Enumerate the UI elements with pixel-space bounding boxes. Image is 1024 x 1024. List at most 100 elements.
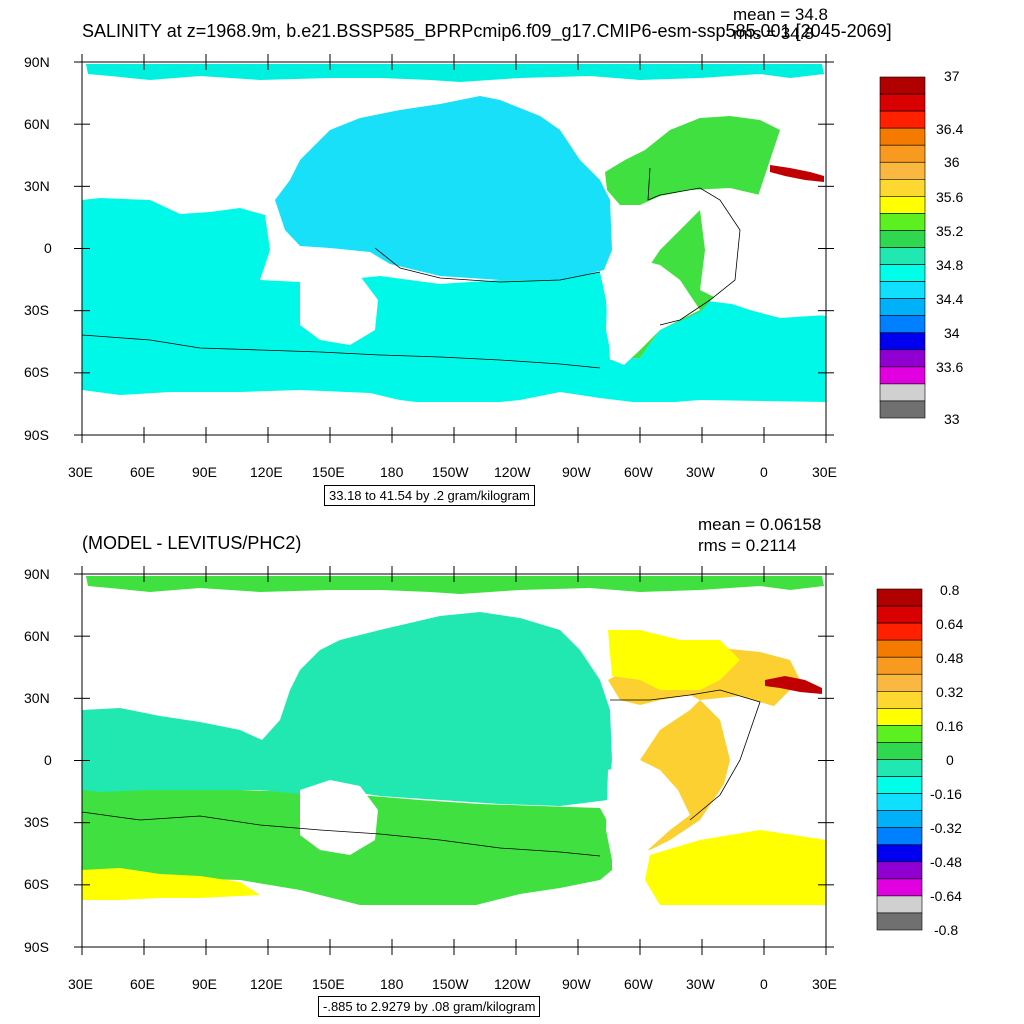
colorbar-swatch [879, 366, 926, 385]
bottom-colorbar-label: 0.32 [936, 684, 964, 700]
colorbar-swatch [879, 264, 926, 282]
top-australia [300, 270, 378, 345]
colorbar-swatch [879, 179, 926, 197]
colorbar-swatch [879, 383, 926, 402]
colorbar-swatch [879, 298, 926, 316]
colorbar-swatch [876, 912, 923, 931]
top-title: SALINITY at z=1968.9m, b.e21.BSSP585_BPR… [82, 21, 892, 41]
top-lon-label: 30W [686, 464, 715, 480]
top-antarctica [82, 402, 826, 435]
top-lon-label: 120W [494, 464, 531, 480]
bottom-colorbar-label: -0.64 [930, 888, 962, 904]
colorbar-swatch [876, 656, 923, 675]
bottom-lat-label: 60N [24, 628, 50, 644]
bottom-colorbar-label: 0.8 [940, 582, 960, 598]
bottom-lon-label: 30W [686, 976, 715, 992]
bottom-indo-pacific [82, 612, 612, 806]
bottom-lat-label: 60S [24, 876, 49, 892]
bottom-med-high [765, 676, 822, 694]
top-rms: rms = 34.8 [733, 24, 814, 43]
bottom-rms: rms = 0.2114 [698, 536, 797, 555]
colorbar-swatch [879, 161, 926, 180]
top-southern-ocean [82, 198, 826, 405]
colorbar-swatch [876, 622, 923, 641]
top-colorbar-label: 34.4 [936, 291, 964, 307]
top-lon-label: 120E [250, 464, 283, 480]
colorbar-swatch [876, 776, 923, 794]
colorbar-swatch [879, 76, 926, 95]
top-lat-label: 0 [44, 240, 52, 256]
top-contour-line [81, 334, 601, 369]
bottom-colorbar-label: 0 [946, 752, 954, 768]
bottom-colorbar-label: -0.8 [934, 922, 959, 938]
colorbar-swatch [879, 281, 926, 299]
bottom-ticks [74, 566, 834, 955]
bottom-title: (MODEL - LEVITUS/PHC2) [82, 533, 302, 553]
bottom-map [81, 573, 827, 948]
bottom-lon-label: 30E [812, 976, 837, 992]
top-med-high [770, 165, 824, 182]
top-lat-label: 30N [24, 178, 50, 194]
colorbar-swatch [876, 742, 923, 760]
bottom-antarctica [82, 905, 826, 947]
bottom-lon-label: 120E [250, 976, 283, 992]
colorbar-swatch [876, 673, 923, 692]
bottom-lon-label: 30E [68, 976, 93, 992]
top-lon-label: 60E [130, 464, 155, 480]
bottom-lat-label: 30N [24, 690, 50, 706]
colorbar-swatch [879, 196, 926, 214]
top-colorbar-label: 36 [944, 154, 960, 170]
bottom-colorbar-label: 0.64 [936, 616, 964, 632]
bottom-lon-label: 120W [494, 976, 531, 992]
top-lon-label: 60W [624, 464, 653, 480]
colorbar-swatch [876, 639, 923, 658]
bottom-lon-label: 60E [130, 976, 155, 992]
colorbar-swatch [879, 144, 926, 163]
bottom-lat-label: 90N [24, 566, 50, 582]
colorbar-swatch [876, 605, 923, 624]
bottom-colorbar-label: -0.16 [930, 786, 962, 802]
colorbar-swatch [879, 93, 926, 112]
colorbar-swatch [876, 793, 923, 811]
top-south-america [606, 260, 700, 365]
top-lon-label: 0 [760, 464, 768, 480]
colorbar-swatch [879, 349, 926, 368]
top-lat-label: 90N [24, 54, 50, 70]
colorbar-swatch [879, 400, 926, 419]
colorbar-swatch [876, 827, 923, 846]
bottom-lon-label: 90E [192, 976, 217, 992]
colorbar-swatch [876, 810, 923, 829]
top-colorbar-label: 33.6 [936, 359, 964, 375]
top-lon-label: 150E [312, 464, 345, 480]
bottom-lat-label: 0 [44, 752, 52, 768]
bottom-africa [700, 696, 826, 828]
bottom-contour-line-2 [610, 689, 761, 821]
bottom-lon-label: 60W [624, 976, 653, 992]
bottom-lon-label: 0 [760, 976, 768, 992]
top-africa [690, 188, 826, 318]
top-colorbar [879, 76, 926, 419]
colorbar-swatch [876, 708, 923, 726]
colorbar-swatch [876, 690, 923, 709]
top-lon-label: 30E [68, 464, 93, 480]
colorbar-swatch [879, 332, 926, 351]
top-ticks [74, 54, 834, 443]
colorbar-swatch [879, 247, 926, 265]
top-colorbar-label: 36.4 [936, 121, 964, 137]
top-range-box: 33.18 to 41.54 by .2 gram/kilogram [324, 485, 535, 506]
top-lat-label: 30S [24, 302, 49, 318]
bottom-contour-line [81, 811, 601, 857]
top-colorbar-label: 37 [944, 68, 960, 84]
bottom-colorbar-label: -0.32 [930, 820, 962, 836]
top-lon-label: 90E [192, 464, 217, 480]
bottom-colorbar-label: -0.48 [930, 854, 962, 870]
top-lon-label: 30E [812, 464, 837, 480]
top-colorbar-label: 34.8 [936, 257, 964, 273]
bottom-mean: mean = 0.06158 [698, 515, 822, 534]
top-lat-label: 60N [24, 116, 50, 132]
top-colorbar-label: 35.6 [936, 189, 964, 205]
bottom-south-atlantic-yellow [645, 830, 826, 910]
colorbar-swatch [879, 127, 926, 146]
colorbar-swatch [876, 588, 923, 607]
bottom-lon-label: 150W [432, 976, 469, 992]
